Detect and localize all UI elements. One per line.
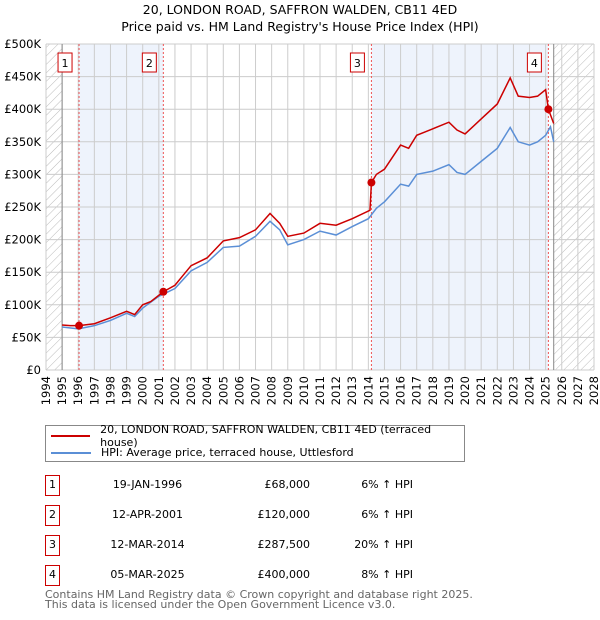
x-tick-label: 2025	[539, 376, 553, 405]
sale-hpi-change: 8% ↑ HPI	[361, 568, 413, 581]
sale-row: 1 19-JAN-1996 £68,000 6% ↑ HPI	[45, 475, 465, 496]
x-tick-label: 2007	[249, 376, 263, 405]
sale-point	[75, 321, 84, 330]
x-tick-label: 2026	[555, 376, 569, 405]
sale-price: £400,000	[257, 568, 311, 581]
sale-price: £120,000	[257, 508, 311, 521]
sale-point	[367, 178, 376, 187]
y-tick-label: £500K	[4, 37, 41, 51]
chart-subtitle: Price paid vs. HM Land Registry's House …	[121, 19, 479, 34]
footer-line-1: Contains HM Land Registry data © Crown c…	[45, 588, 473, 601]
x-tick-label: 2015	[377, 376, 391, 405]
legend-label: HPI: Average price, terraced house, Uttl…	[101, 446, 354, 459]
sale-row: 2 12-APR-2001 £120,000 6% ↑ HPI	[45, 505, 465, 526]
x-tick-label: 2021	[474, 376, 488, 405]
x-tick-label: 2010	[297, 376, 311, 405]
y-tick-label: £200K	[4, 233, 41, 247]
sale-label-box	[141, 52, 157, 73]
x-tick-label: 2028	[587, 376, 600, 405]
x-tick-label: 2011	[313, 376, 327, 405]
x-tick-label: 2008	[265, 376, 279, 405]
y-tick-label: £350K	[4, 135, 41, 149]
sale-badge: 1	[45, 475, 60, 496]
sale-badge: 3	[45, 535, 60, 556]
x-tick-label: 2012	[329, 376, 343, 405]
x-tick-label: 2001	[152, 376, 166, 405]
sale-hpi-change: 6% ↑ HPI	[361, 478, 413, 491]
chart-title: 20, LONDON ROAD, SAFFRON WALDEN, CB11 4E…	[142, 2, 458, 17]
x-tick-label: 2027	[571, 376, 585, 405]
x-tick-label: 2004	[200, 376, 214, 405]
x-tick-label: 2018	[426, 376, 440, 405]
y-tick-label: £100K	[4, 298, 41, 312]
x-tick-label: 2023	[506, 376, 520, 405]
y-tick-label: £400K	[4, 102, 41, 116]
sale-date: 05-MAR-2025	[110, 568, 185, 581]
sale-label-box	[57, 52, 73, 73]
x-tick-label: 2009	[281, 376, 295, 405]
sale-hpi-change: 6% ↑ HPI	[361, 508, 413, 521]
sale-point	[159, 287, 168, 296]
y-tick-label: £300K	[4, 167, 41, 181]
sale-label-box	[349, 52, 365, 73]
sale-price: £68,000	[264, 478, 311, 491]
x-tick-label: 1994	[39, 376, 53, 405]
legend-label: 20, LONDON ROAD, SAFFRON WALDEN, CB11 4E…	[100, 422, 432, 449]
y-tick-label: £250K	[4, 200, 41, 214]
x-tick-label: 1997	[87, 376, 101, 405]
x-tick-label: 2000	[136, 376, 150, 405]
sale-date: 19-JAN-1996	[112, 478, 183, 491]
x-tick-label: 2020	[458, 376, 472, 405]
sale-badge: 4	[45, 565, 60, 586]
price-chart: 1994 1995 1996 1997 1998 1999 2000 2001 2002 2003…	[4, 37, 600, 405]
y-tick-label: £450K	[4, 70, 41, 84]
x-tick-label: 2022	[490, 376, 504, 405]
legend-item-hpi: HPI: Average price, terraced house, Uttl…	[51, 444, 354, 461]
x-tick-label: 1998	[103, 376, 117, 405]
series-line-property	[62, 76, 555, 327]
sale-price: £287,500	[257, 538, 311, 551]
x-tick-label: 2017	[410, 376, 424, 405]
x-tick-label: 2005	[216, 376, 230, 405]
y-tick-label: £50K	[12, 330, 42, 344]
x-tick-label: 2002	[168, 376, 182, 405]
x-tick-label: 2013	[345, 376, 359, 405]
x-tick-label: 2003	[184, 376, 198, 405]
sale-row: 3 12-MAR-2014 £287,500 20% ↑ HPI	[45, 535, 465, 556]
sale-hpi-change: 20% ↑ HPI	[354, 538, 413, 551]
x-tick-label: 2016	[394, 376, 408, 405]
sale-label: 4	[531, 57, 538, 70]
legend-item-property: 20, LONDON ROAD, SAFFRON WALDEN, CB11 4E…	[51, 423, 464, 449]
sale-date: 12-MAR-2014	[110, 538, 185, 551]
sale-label: 3	[354, 57, 361, 70]
sale-label: 2	[146, 57, 153, 70]
sale-label: 1	[62, 57, 69, 70]
sale-label-box	[526, 52, 542, 73]
x-tick-label: 2006	[232, 376, 246, 405]
x-tick-label: 2014	[361, 376, 375, 405]
y-tick-label: £150K	[4, 265, 41, 279]
legend: 20, LONDON ROAD, SAFFRON WALDEN, CB11 4E…	[45, 423, 465, 462]
y-tick-label: £0	[26, 363, 41, 377]
sale-date: 12-APR-2001	[111, 508, 184, 521]
x-tick-label: 1995	[55, 376, 69, 405]
x-tick-label: 1996	[71, 376, 85, 405]
x-tick-label: 2024	[523, 376, 537, 405]
footer-line-2: This data is licensed under the Open Gov…	[45, 598, 396, 611]
sale-badge: 2	[45, 505, 60, 526]
sale-row: 4 05-MAR-2025 £400,000 8% ↑ HPI	[45, 565, 465, 586]
x-tick-label: 1999	[120, 376, 134, 405]
sale-point	[544, 105, 553, 114]
x-tick-label: 2019	[442, 376, 456, 405]
